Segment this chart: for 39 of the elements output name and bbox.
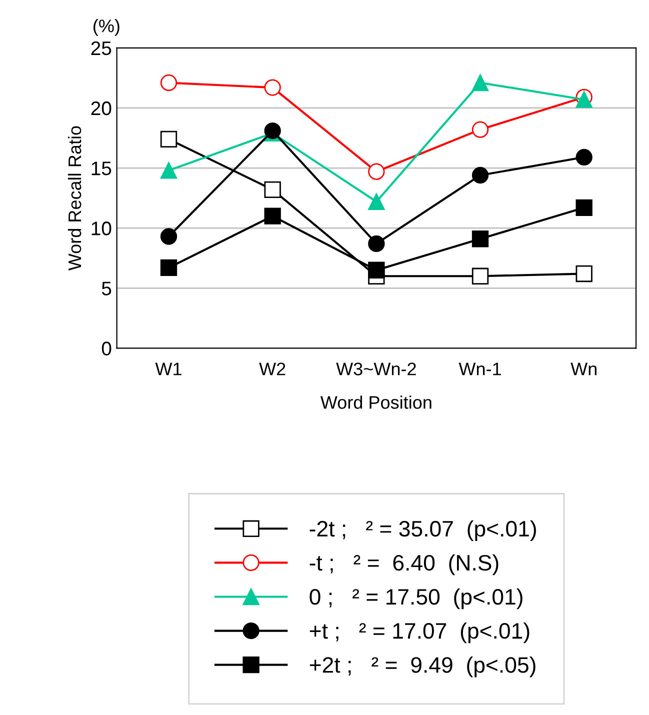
point <box>472 166 489 184</box>
point <box>576 148 592 166</box>
point <box>576 199 592 216</box>
point <box>264 208 281 224</box>
y-tick-label: 15 <box>92 162 112 176</box>
point <box>368 235 385 252</box>
point <box>472 268 489 284</box>
x-tick-label: W1 <box>155 362 182 376</box>
y-tick-label: 20 <box>91 101 112 116</box>
point <box>160 162 178 179</box>
legend-label: -t ; ² = 6.40 (N.S) <box>310 554 498 576</box>
y-tick-label: 5 <box>102 282 112 296</box>
point <box>472 230 489 248</box>
point <box>264 181 281 198</box>
point <box>368 262 385 278</box>
legend-label: +t ; ² = 17.07 (p<.01) <box>310 622 530 644</box>
legend-label: 0 ; ² = 17.50 (p<.01) <box>310 588 522 610</box>
legend-label: -2t ; ² = 35.07 (p<.01) <box>310 520 536 542</box>
point <box>368 193 385 210</box>
text: (%) <box>94 19 120 36</box>
point <box>160 259 178 276</box>
y-axis-title: Word Recall Ratio <box>68 126 82 271</box>
x-tick-label: Wn <box>570 362 596 376</box>
point <box>472 74 489 92</box>
x-tick-label: W2 <box>259 362 286 376</box>
y-tick-label: 0 <box>102 342 112 356</box>
y-tick-label: 25 <box>91 41 112 56</box>
point <box>576 265 592 282</box>
x-tick-label: W3~Wn-2 <box>336 362 416 376</box>
point <box>160 130 178 148</box>
point <box>368 163 385 180</box>
y-tick-label: 10 <box>92 222 112 236</box>
point <box>160 74 178 92</box>
point <box>264 79 281 96</box>
x-axis-title: Word Position <box>320 396 432 409</box>
x-tick-label: Wn-1 <box>458 362 501 376</box>
point <box>472 121 489 138</box>
legend-label: +2t ; ² = 9.49 (p<.05) <box>310 656 536 678</box>
point <box>160 228 178 245</box>
